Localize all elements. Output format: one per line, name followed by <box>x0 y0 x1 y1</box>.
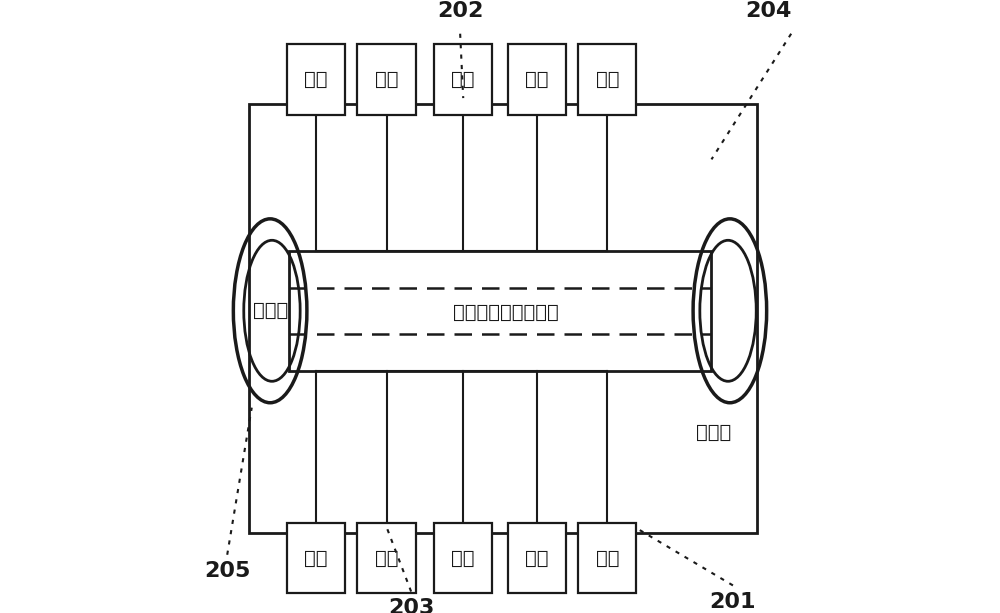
Text: 电极: 电极 <box>304 70 328 89</box>
Text: 电极: 电极 <box>596 70 619 89</box>
Text: 203: 203 <box>388 598 434 613</box>
Bar <box>249 104 757 533</box>
Bar <box>357 523 416 593</box>
Bar <box>508 523 566 593</box>
Bar <box>289 251 711 371</box>
Bar <box>434 44 492 115</box>
Text: 204: 204 <box>745 1 791 21</box>
Bar <box>508 44 566 115</box>
Text: 电极: 电极 <box>525 70 549 89</box>
Text: 储液器: 储液器 <box>252 302 288 320</box>
Text: 电极: 电极 <box>525 549 549 568</box>
Text: 205: 205 <box>204 561 250 581</box>
Text: 聚合板: 聚合板 <box>696 423 731 441</box>
Text: 202: 202 <box>437 1 483 21</box>
Bar <box>287 523 345 593</box>
Text: 201: 201 <box>710 592 756 612</box>
Text: 电极: 电极 <box>375 549 398 568</box>
Bar <box>357 44 416 115</box>
Bar <box>287 44 345 115</box>
Text: 电极: 电极 <box>375 70 398 89</box>
Bar <box>578 523 636 593</box>
Text: 电极: 电极 <box>596 549 619 568</box>
Text: 电极: 电极 <box>451 549 475 568</box>
Text: 电极: 电极 <box>304 549 328 568</box>
Bar <box>434 523 492 593</box>
Text: 充满电解液的微通道: 充满电解液的微通道 <box>453 303 559 322</box>
Text: 电极: 电极 <box>451 70 475 89</box>
Bar <box>578 44 636 115</box>
